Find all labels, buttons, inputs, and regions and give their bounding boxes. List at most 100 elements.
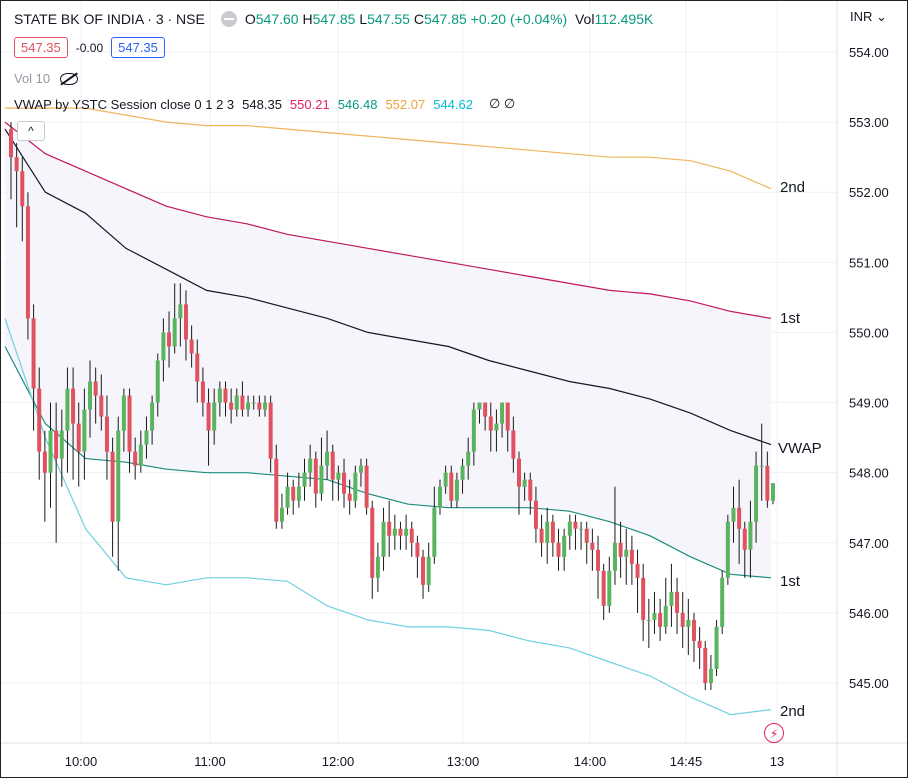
candle-body — [500, 402, 505, 424]
candle-body — [234, 395, 239, 410]
lower2-line — [4, 318, 772, 716]
x-tick-label: 10:00 — [65, 754, 98, 769]
candle-body — [263, 402, 267, 410]
candle-body — [217, 388, 222, 403]
vol-label: Vol — [574, 11, 595, 27]
candle-body — [415, 542, 420, 557]
candle-body — [14, 157, 19, 172]
candle-body — [116, 430, 121, 522]
candle-body — [144, 430, 149, 445]
candle-body — [59, 430, 64, 459]
candle-body — [257, 402, 262, 410]
candle-body — [432, 507, 437, 557]
candle-body — [206, 402, 211, 431]
candle-body — [714, 626, 719, 669]
x-tick-label: 12:00 — [322, 754, 355, 769]
candle-body — [104, 416, 109, 452]
candle-body — [754, 465, 759, 522]
x-tick-label: 14:45 — [670, 754, 703, 769]
candle-body — [545, 521, 550, 543]
buy-price-box[interactable]: 547.35 — [111, 37, 165, 58]
candle-body — [88, 381, 93, 410]
candle-body — [183, 304, 188, 340]
candle-body — [460, 465, 465, 480]
x-tick-label: 14:00 — [574, 754, 607, 769]
currency-selector[interactable]: INR ⌄ — [850, 9, 887, 25]
candle-body — [251, 402, 256, 404]
candle-body — [742, 528, 747, 550]
ohlc-value: 547.85 — [312, 11, 356, 27]
candle-body — [771, 483, 775, 501]
y-tick-label: 548.00 — [849, 466, 889, 481]
candle-body — [121, 395, 126, 431]
candle-body — [759, 465, 764, 467]
candle-body — [443, 472, 448, 487]
candle-body — [150, 402, 155, 431]
candle-body — [697, 640, 702, 648]
vwap-value: 544.62 — [433, 96, 473, 112]
candle-body — [336, 472, 341, 480]
lightning-icon[interactable]: ⚡ — [764, 723, 784, 743]
x-tick-label: 13 — [770, 754, 784, 769]
candle-body — [9, 129, 13, 158]
candle-body — [641, 577, 646, 620]
candle-body — [189, 339, 194, 354]
symbol-legend: STATE BK OF INDIA · 3 · NSE O547.60 H547… — [14, 11, 653, 27]
candle-body — [567, 521, 572, 536]
ohlc-key: H — [302, 11, 313, 27]
vwap-indicator-legend[interactable]: VWAP by YSTC Session close 0 1 2 3 548.3… — [14, 96, 515, 112]
candle-body — [421, 556, 426, 585]
candle-body — [612, 542, 617, 571]
candle-body — [370, 507, 375, 578]
candle-body — [522, 479, 527, 487]
candle-body — [483, 402, 488, 417]
candle-body — [31, 318, 36, 389]
vwap-value: 552.07 — [385, 96, 426, 112]
candle-body — [223, 388, 228, 403]
candle-body — [20, 171, 25, 207]
candle-body — [477, 402, 482, 410]
candle-body — [454, 479, 459, 501]
candle-body — [663, 605, 668, 627]
candle-body — [398, 528, 403, 536]
candle-body — [686, 619, 691, 627]
y-tick-label: 554.00 — [849, 45, 889, 60]
quote-row: 547.35 -0.00 547.35 — [14, 37, 165, 58]
candle-body — [669, 591, 674, 606]
sell-price-box[interactable]: 547.35 — [14, 37, 68, 58]
y-tick-label: 549.00 — [849, 396, 889, 411]
candle-body — [330, 451, 335, 480]
candle-body — [65, 388, 70, 431]
y-tick-label: 547.00 — [849, 536, 889, 551]
collapse-legend-button[interactable]: ^ — [17, 121, 45, 141]
candle-body — [618, 542, 623, 557]
candle-body — [291, 486, 296, 501]
candle-body — [364, 465, 369, 508]
candle-body — [308, 458, 313, 473]
candle-body — [635, 563, 640, 578]
candle-body — [268, 402, 273, 459]
candle-body — [375, 556, 380, 578]
candle-body — [172, 318, 177, 347]
volume-indicator-label: Vol 10 — [14, 71, 51, 86]
candle-body — [579, 528, 584, 530]
candle-body — [511, 430, 516, 459]
candle-body — [240, 395, 245, 410]
candle-body — [93, 381, 98, 396]
candle-body — [675, 591, 680, 613]
volume-indicator-legend[interactable]: Vol 10 — [14, 71, 79, 86]
candle-body — [229, 402, 234, 410]
ohlc-key: L — [359, 11, 368, 27]
eye-off-icon[interactable] — [60, 72, 79, 85]
symbol-name[interactable]: STATE BK OF INDIA · 3 · NSE — [14, 11, 205, 27]
candle-body — [539, 528, 544, 543]
y-tick-label: 546.00 — [849, 606, 889, 621]
candle-body — [167, 332, 172, 347]
status-dot-icon[interactable] — [220, 11, 237, 27]
candle-body — [409, 528, 414, 543]
candle-body — [155, 360, 160, 403]
candle-body — [404, 528, 409, 536]
candle-body — [748, 521, 753, 550]
vol-value: 112.495K — [594, 11, 654, 27]
